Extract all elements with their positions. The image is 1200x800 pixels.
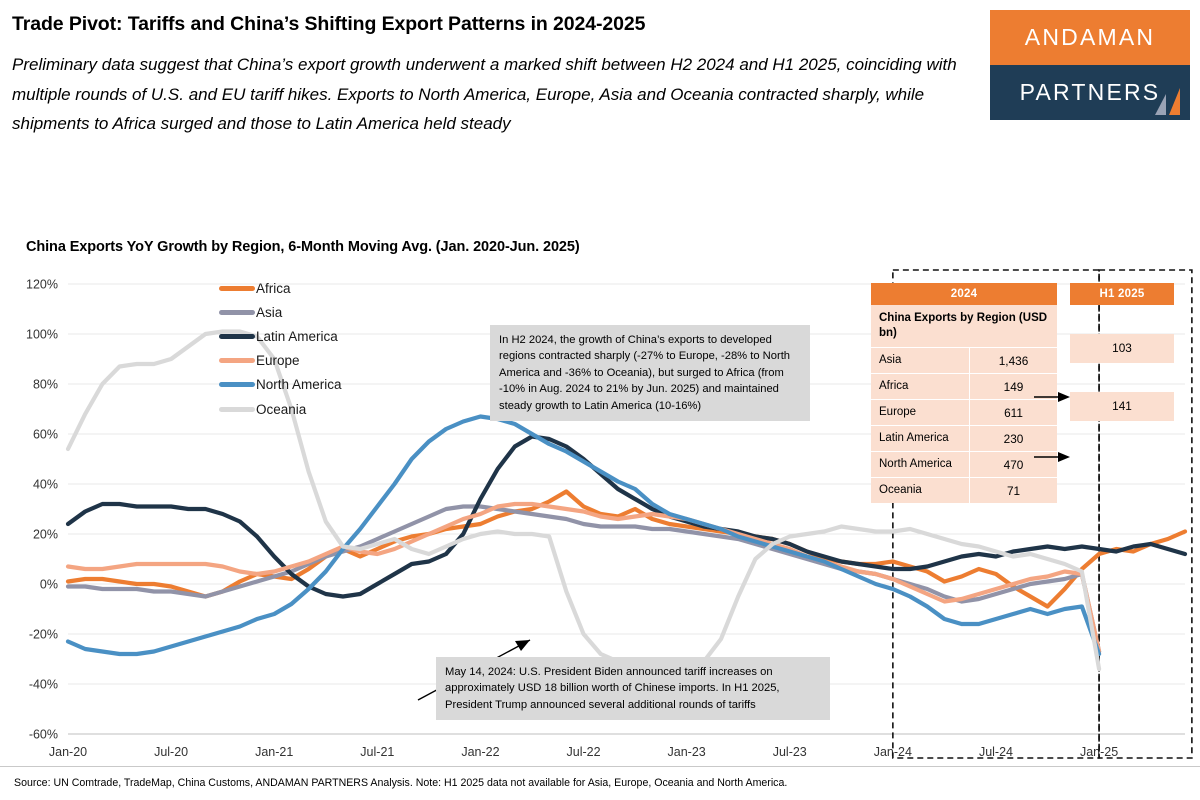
table-row-2025 — [1070, 421, 1174, 450]
table-cell-value-2025: 141 — [1112, 399, 1132, 413]
table-row-2025 — [1070, 305, 1174, 334]
series-line-north-america[interactable] — [65, 414, 1102, 657]
page-subtitle: Preliminary data suggest that China’s ex… — [12, 55, 957, 133]
y-axis-tick-label: 80% — [33, 378, 58, 392]
table-row: Africa 149 — [871, 373, 1057, 400]
legend-item-asia[interactable]: Asia — [219, 300, 342, 324]
x-axis-tick-label: Jul-23 — [773, 745, 807, 759]
annotation-h2-2024: In H2 2024, the growth of China’s export… — [490, 325, 810, 422]
table-row: Oceania 71 — [871, 477, 1057, 504]
logo-text-andaman: ANDAMAN — [1024, 24, 1156, 50]
header: Trade Pivot: Tariffs and China’s Shiftin… — [12, 12, 972, 138]
sail-icon — [1155, 88, 1180, 115]
table-cell-value-2024: 470 — [1003, 457, 1024, 472]
exports-table-h1-2025: H1 2025 103 141 — [1070, 283, 1174, 479]
x-axis-tick-label: Jul-20 — [154, 745, 188, 759]
table-cell-region: North America — [871, 452, 970, 478]
series-line-oceania[interactable] — [65, 329, 1102, 672]
legend-swatch-icon — [219, 358, 255, 364]
legend-swatch-icon — [219, 333, 255, 339]
legend-item-label: Europe — [256, 353, 300, 369]
x-axis-tick-label: Jan-23 — [668, 745, 706, 759]
x-axis-tick-label: Jan-22 — [461, 745, 499, 759]
table-cell-region: Africa — [871, 374, 970, 400]
table-cell-region: Oceania — [871, 478, 970, 504]
y-axis-tick-label: 100% — [26, 328, 58, 342]
legend-item-label: Latin America — [256, 328, 338, 344]
annotation-tariff-timeline: May 14, 2024: U.S. President Biden annou… — [436, 657, 830, 721]
x-axis-tick-label: Jul-22 — [567, 745, 601, 759]
table-row-2025 — [1070, 363, 1174, 392]
legend-item-europe[interactable]: Europe — [219, 349, 342, 373]
table-cell-region: Asia — [871, 348, 970, 374]
y-axis-tick-label: 20% — [33, 528, 58, 542]
dashed-box-2024 — [892, 269, 1100, 759]
legend-item-label: Africa — [256, 280, 291, 296]
table-row-2025 — [1070, 450, 1174, 479]
x-axis-tick-label: Jul-21 — [360, 745, 394, 759]
series-line-latin-america[interactable] — [65, 434, 1188, 599]
legend-swatch-icon — [219, 309, 255, 315]
legend-item-label: North America — [256, 377, 342, 393]
x-axis-tick-label: Jan-21 — [255, 745, 293, 759]
legend-item-north-america[interactable]: North America — [219, 373, 342, 397]
y-axis-tick-label: 40% — [33, 478, 58, 492]
y-axis-tick-label: -40% — [29, 678, 58, 692]
series-line-asia[interactable] — [65, 504, 1102, 654]
table-cell-value-2024: 1,436 — [998, 353, 1029, 368]
legend-swatch-icon — [219, 406, 255, 412]
table-row: Asia 1,436 — [871, 347, 1057, 374]
company-logo: ANDAMAN PARTNERS — [990, 10, 1190, 120]
table-cell-value-2024: 71 — [1006, 483, 1021, 498]
series-line-europe[interactable] — [65, 501, 1102, 654]
table-body-2025: 103 141 — [1070, 305, 1174, 479]
y-axis-tick-label: 60% — [33, 428, 58, 442]
y-axis-tick-label: 120% — [26, 278, 58, 292]
table-row-2025: 103 — [1070, 334, 1174, 363]
line-chart: 120% 100% 80% 60% 40% 20% 0% -20% -40% -60% Jan-20… — [26, 269, 1193, 759]
table-cell-value-2025: 103 — [1112, 341, 1132, 355]
chart-title: China Exports YoY Growth by Region, 6-Mo… — [26, 239, 580, 255]
table-row-2025: 141 — [1070, 392, 1174, 421]
logo-text-partners: PARTNERS — [1019, 79, 1161, 105]
table-header-2024: 2024 — [871, 283, 1057, 305]
table-cell-value-2024: 611 — [1004, 405, 1023, 420]
y-axis-tick-label: -60% — [29, 728, 58, 742]
table-cell-region: Latin America — [871, 426, 970, 452]
legend-item-latin-america[interactable]: Latin America — [219, 324, 342, 348]
table-row: North America 470 — [871, 451, 1057, 478]
legend-item-label: Oceania — [256, 401, 307, 417]
table-cell-region: Europe — [871, 400, 970, 426]
footer-divider — [0, 766, 1200, 767]
table-cell-value-2024: 149 — [1003, 379, 1024, 394]
table-caption: China Exports by Region (USD bn) — [871, 305, 1057, 348]
page-title: Trade Pivot: Tariffs and China’s Shiftin… — [12, 13, 646, 35]
legend-item-africa[interactable]: Africa — [219, 276, 342, 300]
x-axis-tick-label: Jul-24 — [979, 745, 1013, 759]
x-axis-tick-label: Jan-25 — [1080, 745, 1118, 759]
exports-table-2024: 2024 China Exports by Region (USD bn) As… — [871, 283, 1057, 504]
logo-bottom-band: PARTNERS — [990, 65, 1190, 120]
table-cell-value-2024: 230 — [1003, 431, 1024, 446]
legend-swatch-icon — [219, 382, 255, 388]
table-header-h1-2025: H1 2025 — [1070, 283, 1174, 305]
y-axis-tick-label: -20% — [29, 628, 58, 642]
x-axis-tick-label: Jan-20 — [49, 745, 87, 759]
y-axis-tick-label: 0% — [40, 578, 58, 592]
chart-legend: Africa Asia Latin America Europe North Ameri… — [219, 276, 342, 421]
logo-top-band: ANDAMAN — [990, 10, 1190, 65]
legend-item-label: Asia — [256, 304, 283, 320]
table-body: Asia 1,436 Africa 149 Europe 611 Latin America… — [871, 347, 1057, 504]
x-axis-tick-label: Jan-24 — [874, 745, 912, 759]
legend-swatch-icon — [219, 285, 255, 291]
chart-area: 120% 100% 80% 60% 40% 20% 0% -20% -40% -60% Jan-20… — [0, 262, 1200, 762]
callout-arrow-head — [515, 640, 530, 651]
source-note: Source: UN Comtrade, TradeMap, China Cus… — [14, 777, 788, 789]
table-row: Europe 611 — [871, 399, 1057, 426]
table-row: Latin America 230 — [871, 425, 1057, 452]
legend-item-oceania[interactable]: Oceania — [219, 397, 342, 421]
